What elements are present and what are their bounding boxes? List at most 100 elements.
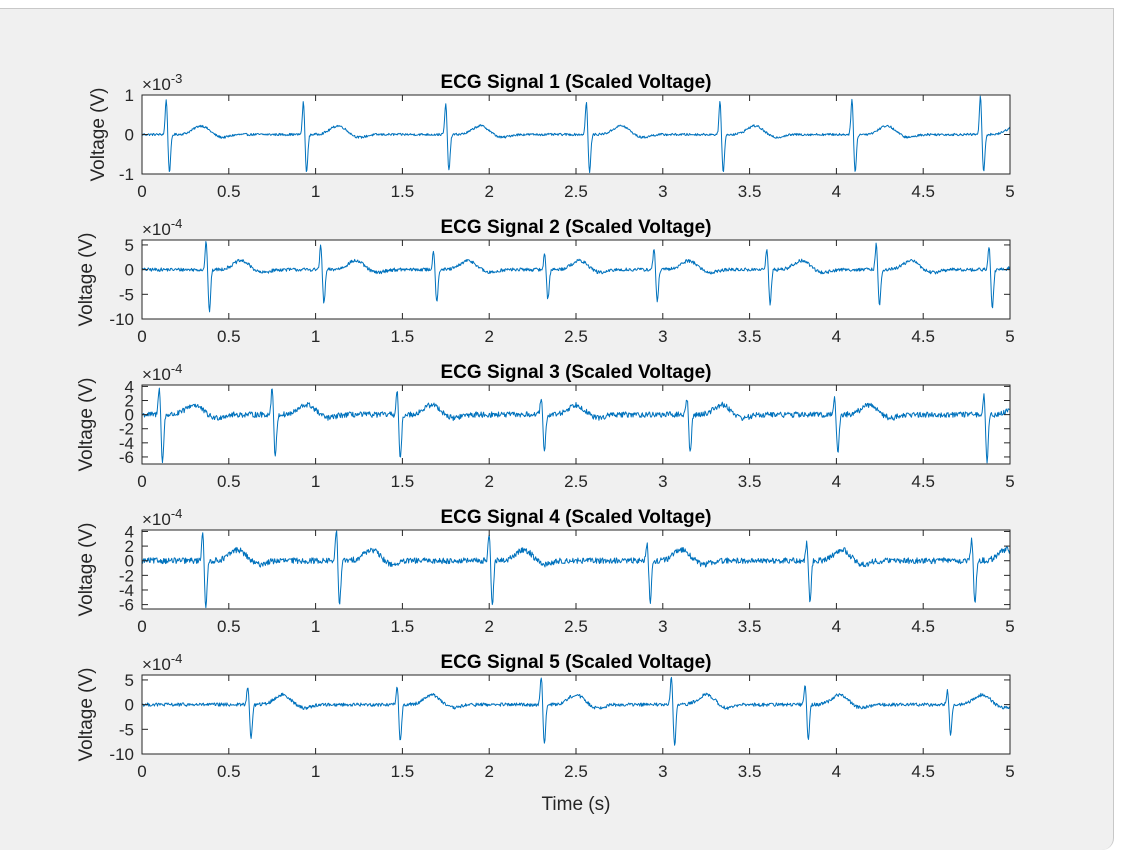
y-axis-label: Voltage (V)	[76, 378, 97, 472]
y-tick-label: 2	[125, 537, 134, 556]
exponent-base: ×10	[142, 655, 171, 674]
x-tick-label: 0	[137, 327, 146, 346]
x-tick-label: 5	[1005, 472, 1014, 491]
x-tick-label: 2	[484, 617, 493, 636]
exponent-base: ×10	[142, 510, 171, 529]
subplot-title: ECG Signal 5 (Scaled Voltage)	[441, 652, 712, 673]
x-tick-label: 2.5	[564, 762, 588, 781]
y-tick-label: -2	[119, 420, 134, 439]
x-tick-label: 1.5	[391, 617, 415, 636]
x-tick-label: 4	[832, 327, 841, 346]
x-tick-label: 1	[311, 182, 320, 201]
y-tick-label: -2	[119, 566, 134, 585]
y-tick-label: -10	[109, 310, 134, 329]
subplot-title: ECG Signal 3 (Scaled Voltage)	[441, 362, 712, 383]
x-tick-label: 3.5	[738, 327, 762, 346]
y-exponent-label: ×10-4	[142, 651, 182, 674]
y-exponent-label: ×10-3	[142, 71, 182, 94]
x-tick-label: 4.5	[911, 327, 935, 346]
subplot-5: 0 0.5 1 1.5 2 2.5 3 3.5 4 4.5 5 -10 -5 0 5 ECG Signal 5…	[76, 651, 1015, 815]
y-tick-label: 5	[125, 236, 134, 255]
x-tick-label: 3	[658, 327, 667, 346]
exponent-base: ×10	[142, 75, 171, 94]
x-tick-label: 0.5	[217, 472, 241, 491]
subplot-title: ECG Signal 4 (Scaled Voltage)	[441, 507, 712, 528]
x-tick-label: 3	[658, 762, 667, 781]
y-tick-label: -10	[109, 745, 134, 764]
y-tick-label: -6	[119, 448, 134, 467]
x-tick-label: 2.5	[564, 472, 588, 491]
y-axis-label: Voltage (V)	[76, 668, 97, 762]
x-tick-label: 0	[137, 762, 146, 781]
x-tick-label: 0.5	[217, 327, 241, 346]
exponent-power: -3	[171, 71, 183, 86]
x-tick-label: 4	[832, 182, 841, 201]
y-axis-label: Voltage (V)	[76, 523, 97, 617]
x-tick-label: 5	[1005, 762, 1014, 781]
y-exponent-label: ×10-4	[142, 506, 182, 529]
figure-window: 0 0.5 1 1.5 2 2.5 3 3.5 4 4.5 5 -1 0 1 ECG Signal 1 (S…	[0, 8, 1114, 850]
x-tick-label: 0	[137, 617, 146, 636]
x-tick-label: 1	[311, 472, 320, 491]
x-tick-label: 3.5	[738, 617, 762, 636]
y-exponent-label: ×10-4	[142, 216, 182, 239]
x-tick-label: 0.5	[217, 182, 241, 201]
y-axis-label: Voltage (V)	[76, 233, 97, 327]
y-tick-label: 0	[125, 552, 134, 571]
y-tick-label: -6	[119, 596, 134, 615]
x-tick-label: 0	[137, 182, 146, 201]
y-tick-label: 5	[125, 671, 134, 690]
x-tick-label: 3.5	[738, 762, 762, 781]
x-tick-label: 4	[832, 472, 841, 491]
y-tick-label: 2	[125, 392, 134, 411]
x-tick-label: 4.5	[911, 762, 935, 781]
x-tick-label: 5	[1005, 182, 1014, 201]
y-exponent-label: ×10-4	[142, 361, 182, 384]
x-tick-label: 2.5	[564, 617, 588, 636]
x-tick-label: 3	[658, 472, 667, 491]
subplot-2: 0 0.5 1 1.5 2 2.5 3 3.5 4 4.5 5 -10 -5 0 5 ECG Signal 2…	[76, 216, 1015, 346]
y-tick-label: 0	[125, 126, 134, 145]
x-tick-label: 1.5	[391, 182, 415, 201]
y-axis-label: Voltage (V)	[88, 88, 109, 182]
y-tick-label: -1	[119, 165, 134, 184]
y-tick-label: -5	[119, 285, 134, 304]
y-tick-label: -5	[119, 720, 134, 739]
x-tick-label: 1	[311, 617, 320, 636]
x-tick-label: 1	[311, 327, 320, 346]
ecg-signal-line	[141, 676, 1011, 746]
exponent-power: -4	[171, 361, 183, 376]
x-tick-label: 1	[311, 762, 320, 781]
plot-area	[142, 675, 1010, 754]
ecg-signal-line	[141, 95, 1011, 174]
x-tick-label: 1.5	[391, 327, 415, 346]
x-tick-label: 3	[658, 617, 667, 636]
y-tick-label: 4	[125, 377, 134, 396]
x-tick-label: 2	[484, 327, 493, 346]
x-tick-label: 4.5	[911, 472, 935, 491]
x-tick-label: 3	[658, 182, 667, 201]
y-tick-label: 1	[125, 86, 134, 105]
exponent-power: -4	[171, 506, 183, 521]
x-tick-label: 2.5	[564, 327, 588, 346]
x-tick-label: 4	[832, 617, 841, 636]
exponent-base: ×10	[142, 220, 171, 239]
exponent-power: -4	[171, 216, 183, 231]
x-tick-label: 1.5	[391, 472, 415, 491]
x-tick-label: 2	[484, 472, 493, 491]
x-tick-label: 3.5	[738, 182, 762, 201]
x-tick-label: 0	[137, 472, 146, 491]
ecg-signal-line	[141, 530, 1011, 609]
subplot-title: ECG Signal 1 (Scaled Voltage)	[441, 72, 712, 93]
y-tick-label: 0	[125, 696, 134, 715]
ecg-signal-line	[141, 387, 1011, 464]
x-tick-label: 5	[1005, 617, 1014, 636]
subplot-title: ECG Signal 2 (Scaled Voltage)	[441, 217, 712, 238]
plot-area	[142, 240, 1010, 319]
x-axis-label: Time (s)	[542, 794, 611, 815]
plot-area	[142, 530, 1010, 609]
plot-area	[142, 385, 1010, 464]
y-tick-label: -4	[119, 581, 134, 600]
